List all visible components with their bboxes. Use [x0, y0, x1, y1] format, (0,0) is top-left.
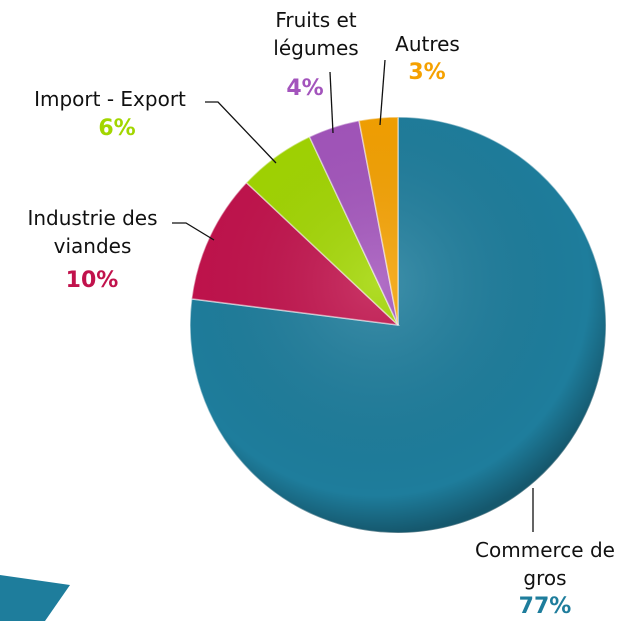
leader-line — [379, 59, 386, 126]
slice-label: Import - Export — [34, 87, 186, 111]
value-label: 4% — [286, 76, 324, 101]
slice-label: Commerce de gros — [475, 538, 615, 590]
value-label: 6% — [98, 116, 136, 141]
slice-label: Fruits et légumes — [273, 8, 359, 60]
decor-shape — [0, 575, 70, 621]
value-label: 3% — [408, 60, 446, 85]
leader-line — [205, 101, 277, 164]
slice-label: Autres — [395, 32, 460, 56]
value-label: 77% — [518, 594, 572, 619]
leader-line — [172, 222, 215, 241]
value-label: 10% — [65, 268, 119, 293]
leader-line — [329, 71, 334, 134]
slice-label: Industrie des viandes — [27, 206, 158, 258]
leaders — [172, 59, 534, 532]
